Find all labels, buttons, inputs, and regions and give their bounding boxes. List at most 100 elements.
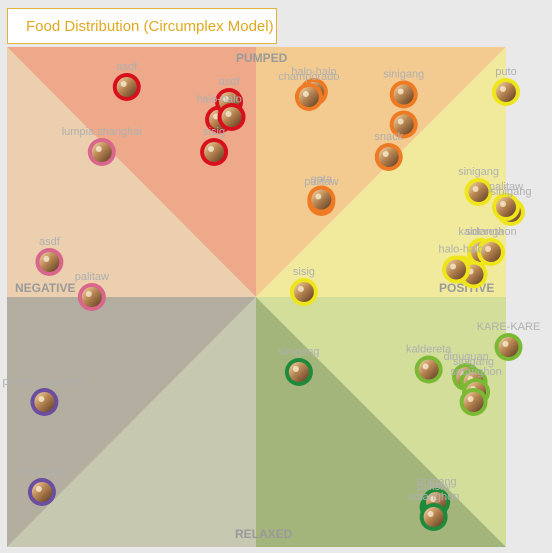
food-point[interactable] — [464, 178, 493, 206]
data-labels: asdf halo-halo asdf sisig lumpia shanghai asd… — [3, 61, 541, 503]
food-point[interactable] — [35, 248, 64, 276]
food-point[interactable] — [492, 193, 520, 221]
point-label: snack — [374, 131, 403, 143]
point-label: dinuguan — [443, 351, 488, 363]
food-point[interactable] — [200, 138, 229, 166]
food-photo — [498, 337, 519, 357]
point-label: sotanghon — [465, 226, 516, 238]
point-label: palitaw — [75, 271, 109, 283]
food-point[interactable] — [459, 388, 488, 416]
point-label: kaldereta — [458, 226, 504, 238]
axis-label-top: PUMPED — [236, 51, 288, 65]
food-point[interactable] — [477, 238, 506, 266]
point-label: sisig — [203, 126, 225, 138]
food-photo-highlight — [38, 396, 45, 402]
octant-bottom-left-lower — [7, 297, 256, 547]
food-photo-highlight — [35, 486, 42, 492]
food-photo-highlight — [502, 341, 509, 347]
food-photo-highlight — [430, 496, 437, 502]
food-point[interactable] — [77, 283, 106, 311]
point-label: pancit sotanghon — [3, 376, 87, 388]
food-point[interactable] — [289, 278, 318, 306]
food-photo — [31, 482, 52, 502]
food-photo-highlight — [382, 151, 389, 157]
food-photo-highlight — [450, 263, 457, 270]
point-label: sinigang — [453, 356, 494, 368]
food-point[interactable] — [389, 80, 418, 109]
food-point[interactable] — [389, 110, 418, 139]
point-label: sisig — [293, 266, 315, 278]
point-label: sinigang — [416, 476, 457, 488]
food-photo-highlight — [422, 363, 429, 370]
food-point[interactable] — [30, 388, 59, 416]
point-label: palitaw — [304, 176, 338, 188]
point-label: KARE-KARE — [477, 321, 541, 333]
food-point[interactable] — [217, 103, 246, 131]
point-label: sotanghon — [450, 366, 501, 378]
food-point[interactable] — [374, 143, 403, 171]
point-label: halo-halo — [196, 94, 241, 106]
food-photo — [418, 359, 439, 380]
food-photo-highlight — [120, 81, 127, 87]
food-photo — [481, 242, 502, 262]
point-label: sinigang — [383, 69, 424, 81]
food-point[interactable] — [284, 358, 313, 386]
food-photo-highlight — [292, 366, 299, 372]
food-photo — [39, 252, 60, 272]
food-photo-highlight — [208, 146, 215, 152]
point-label: asdf — [39, 236, 61, 248]
chart-title: Food Distribution (Circumplex Model) — [26, 18, 274, 35]
food-point[interactable] — [419, 503, 448, 531]
point-label: puto — [495, 66, 516, 78]
quadrant-background — [7, 47, 506, 547]
food-photo-highlight — [43, 256, 50, 262]
point-label: palitaw — [489, 181, 523, 193]
food-photo-highlight — [297, 286, 304, 292]
axis-label-bottom: RELAXED — [235, 527, 293, 541]
point-label: kaldereta — [406, 344, 452, 356]
food-photo — [496, 197, 516, 217]
food-point[interactable] — [494, 333, 523, 361]
point-label: halo-halo — [291, 66, 336, 78]
food-photo-highlight — [223, 96, 230, 102]
food-photo-highlight — [500, 201, 506, 207]
food-point[interactable] — [442, 255, 471, 284]
food-photo-highlight — [485, 246, 492, 252]
food-photo-highlight — [427, 511, 434, 517]
food-point[interactable] — [492, 78, 520, 106]
point-label: lumpia shanghai — [62, 126, 142, 138]
food-photo — [221, 107, 242, 127]
food-photo — [293, 282, 314, 302]
food-photo-highlight — [500, 86, 506, 92]
food-photo-highlight — [467, 396, 474, 402]
food-photo — [496, 82, 516, 102]
point-label: sinigang — [490, 186, 531, 198]
food-point[interactable] — [87, 138, 116, 166]
food-photo-highlight — [302, 91, 309, 97]
chart-title-box: Food Distribution (Circumplex Model) — [7, 8, 277, 44]
food-photo — [288, 362, 309, 382]
food-photo — [34, 392, 55, 412]
food-photo-highlight — [315, 193, 322, 200]
data-points — [27, 73, 525, 531]
food-photo — [311, 189, 332, 210]
food-point[interactable] — [112, 73, 141, 101]
food-point[interactable] — [307, 185, 336, 214]
food-photo — [378, 147, 399, 167]
point-label: asdf — [116, 61, 138, 73]
point-label: asdf — [219, 76, 241, 88]
point-label: sotanghon — [408, 491, 459, 503]
point-label: halo-halo — [19, 466, 64, 478]
octant-bottom-right-lower — [256, 297, 506, 547]
point-label: sinigang — [458, 166, 499, 178]
axis-label-left: NEGATIVE — [15, 281, 75, 295]
food-photo — [463, 392, 484, 412]
point-label: paksiw — [417, 481, 451, 493]
food-photo-highlight — [213, 113, 220, 120]
food-photo-highlight — [85, 291, 92, 297]
food-point[interactable] — [27, 478, 56, 506]
point-label: sinigang — [278, 346, 319, 358]
food-point[interactable] — [294, 83, 323, 111]
food-point[interactable] — [414, 355, 443, 384]
octant-top-right-lower — [256, 47, 506, 297]
